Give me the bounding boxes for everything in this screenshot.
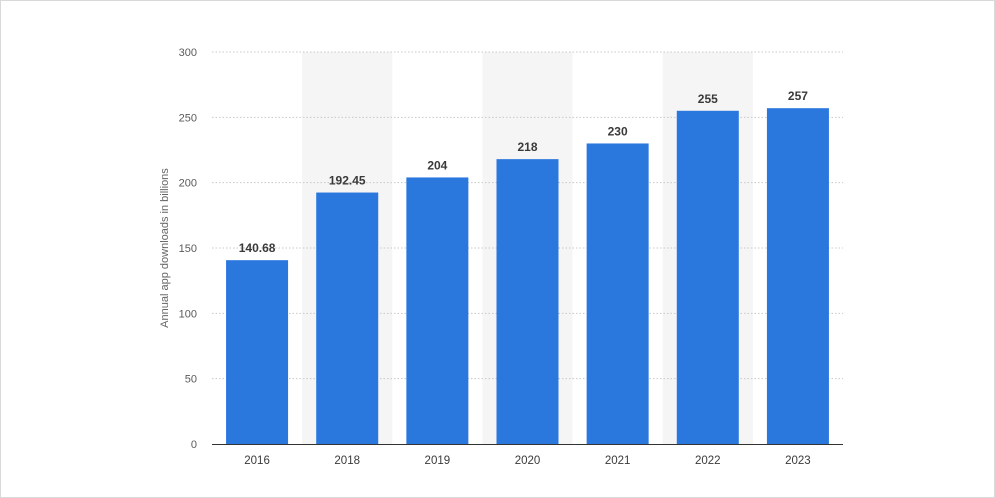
y-axis-ticks: 0 50 100 150 200 250 300 — [179, 47, 197, 451]
y-tick-label: 300 — [179, 47, 197, 59]
bar-2021[interactable] — [586, 143, 649, 444]
bar-2022[interactable] — [676, 110, 739, 445]
data-label-2022: 255 — [698, 92, 718, 106]
bar-2016[interactable] — [226, 260, 289, 444]
y-tick-label: 250 — [179, 112, 197, 124]
x-tick-label: 2023 — [785, 455, 811, 467]
x-tick-label: 2021 — [605, 455, 631, 467]
x-tick-label: 2016 — [244, 455, 270, 467]
x-tick-label: 2022 — [695, 455, 721, 467]
x-tick-label: 2019 — [425, 455, 451, 467]
data-label-2021: 230 — [608, 124, 628, 138]
y-tick-label: 100 — [179, 308, 197, 320]
y-tick-label: 150 — [179, 243, 197, 255]
y-tick-label: 0 — [191, 439, 197, 451]
data-label-2020: 218 — [517, 140, 537, 154]
data-label-2023: 257 — [788, 89, 808, 103]
x-tick-label: 2018 — [334, 455, 360, 467]
y-axis-label: Annual app downloads in billions — [159, 168, 171, 328]
data-label-2019: 204 — [427, 158, 447, 172]
data-labels: 140.68 192.45 204 218 230 255 257 — [239, 89, 809, 255]
bars — [226, 108, 829, 445]
y-tick-label: 50 — [185, 374, 197, 386]
bar-2023[interactable] — [766, 108, 829, 444]
bar-2019[interactable] — [406, 177, 469, 444]
data-label-2018: 192.45 — [329, 174, 366, 188]
data-label-2016: 140.68 — [239, 241, 276, 255]
x-tick-label: 2020 — [515, 455, 541, 467]
bar-2018[interactable] — [316, 192, 379, 444]
y-tick-label: 200 — [179, 178, 197, 190]
bar-2020[interactable] — [496, 159, 559, 444]
x-axis-ticks: 2016 2018 2019 2020 2021 2022 2023 — [244, 455, 810, 467]
